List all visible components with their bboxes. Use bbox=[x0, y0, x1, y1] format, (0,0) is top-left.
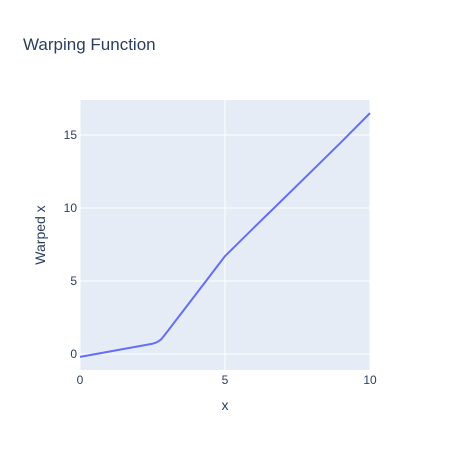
series-layer bbox=[79, 112, 371, 358]
x-tick-label: 0 bbox=[77, 373, 84, 387]
series-line bbox=[79, 112, 371, 358]
grid-lines bbox=[79, 100, 371, 370]
x-axis-title: x bbox=[222, 397, 229, 413]
chart-title: Warping Function bbox=[23, 35, 156, 54]
x-axis-ticks: 0 5 10 bbox=[77, 373, 377, 387]
y-axis-ticks: 0 5 10 15 bbox=[64, 128, 78, 361]
y-tick-label: 10 bbox=[64, 201, 78, 215]
y-tick-label: 5 bbox=[70, 274, 77, 288]
y-axis-title: Warped x bbox=[32, 205, 48, 264]
x-tick-label: 10 bbox=[363, 373, 377, 387]
y-tick-label: 0 bbox=[70, 347, 77, 361]
x-tick-label: 5 bbox=[222, 373, 229, 387]
y-tick-label: 15 bbox=[64, 128, 78, 142]
